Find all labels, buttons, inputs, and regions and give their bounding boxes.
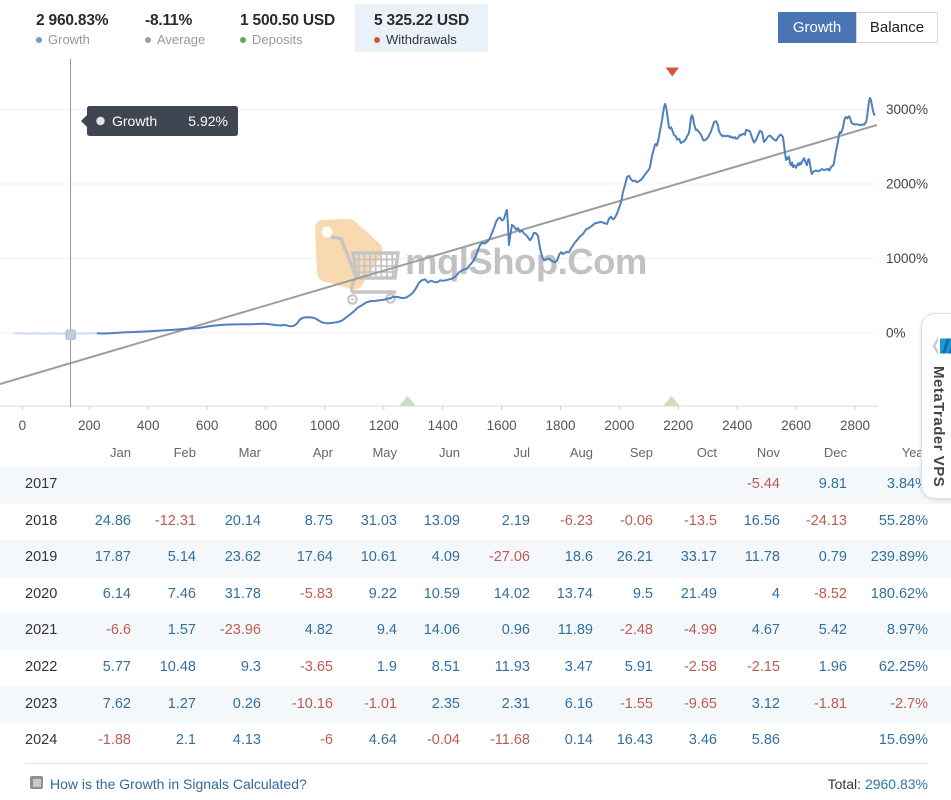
svg-text:2600: 2600 xyxy=(781,418,811,433)
svg-text:1200: 1200 xyxy=(369,418,399,433)
svg-text:1800: 1800 xyxy=(545,418,575,433)
svg-text:1400: 1400 xyxy=(428,418,458,433)
svg-text:2800: 2800 xyxy=(840,418,870,433)
svg-text:Growth: Growth xyxy=(112,113,157,129)
svg-text:1000%: 1000% xyxy=(886,251,928,266)
svg-text:0: 0 xyxy=(19,418,27,433)
svg-text:5.92%: 5.92% xyxy=(188,113,228,129)
svg-text:1600: 1600 xyxy=(487,418,517,433)
svg-text:2200: 2200 xyxy=(663,418,693,433)
svg-text:1000: 1000 xyxy=(310,418,340,433)
svg-text:400: 400 xyxy=(137,418,160,433)
svg-text:2000: 2000 xyxy=(604,418,634,433)
svg-text:3000%: 3000% xyxy=(886,102,928,117)
svg-text:200: 200 xyxy=(78,418,101,433)
svg-text:800: 800 xyxy=(255,418,278,433)
svg-text:0%: 0% xyxy=(886,326,906,341)
svg-text:2400: 2400 xyxy=(722,418,752,433)
svg-text:600: 600 xyxy=(196,418,219,433)
svg-text:mqlShop.Com: mqlShop.Com xyxy=(405,241,647,282)
svg-text:2000%: 2000% xyxy=(886,177,928,192)
